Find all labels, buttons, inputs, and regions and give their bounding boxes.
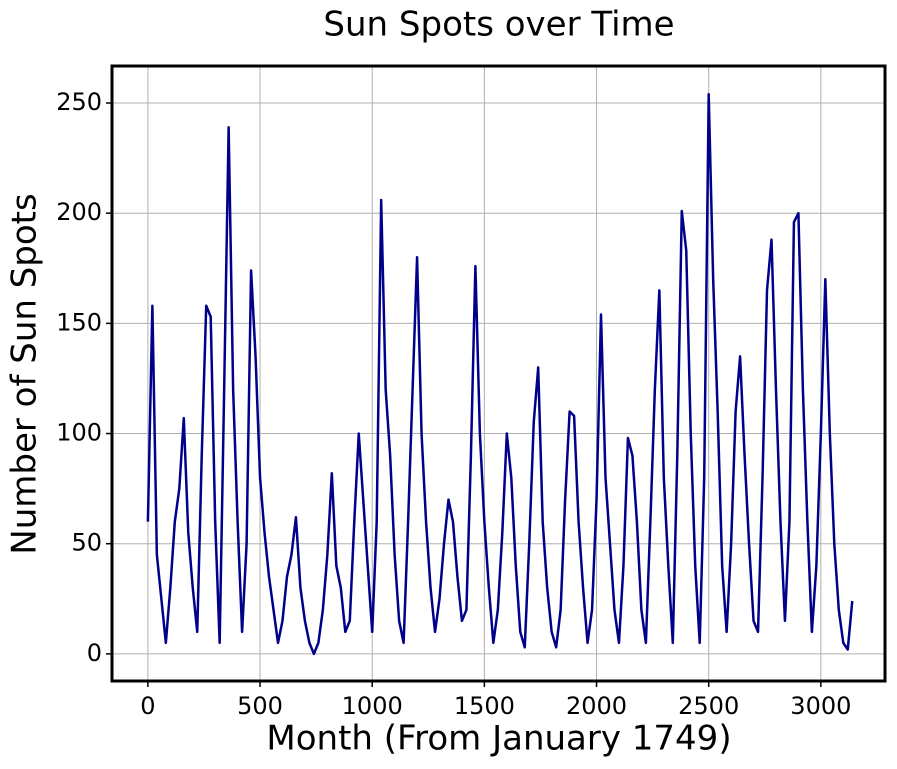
x-tick-label: 0 bbox=[140, 692, 155, 720]
y-tick-label: 250 bbox=[56, 88, 102, 116]
plot-frame bbox=[110, 64, 887, 683]
y-tick-label: 50 bbox=[71, 529, 102, 557]
x-tick-label: 1000 bbox=[342, 692, 403, 720]
chart-title: Sun Spots over Time bbox=[323, 5, 674, 45]
y-tick-label: 0 bbox=[87, 639, 102, 667]
y-tick-label: 200 bbox=[56, 198, 102, 226]
data-line bbox=[146, 92, 854, 656]
y-tick-label: 150 bbox=[56, 308, 102, 336]
y-tick-label: 100 bbox=[56, 419, 102, 447]
x-tick-label: 3000 bbox=[790, 692, 851, 720]
x-tick-label: 2000 bbox=[566, 692, 627, 720]
x-tick-label: 500 bbox=[237, 692, 283, 720]
x-axis-label: Month (From January 1749) bbox=[266, 719, 731, 759]
x-tick-label: 1500 bbox=[454, 692, 515, 720]
y-axis-label: Number of Sun Spots bbox=[5, 193, 45, 554]
x-tick-label: 2500 bbox=[678, 692, 739, 720]
